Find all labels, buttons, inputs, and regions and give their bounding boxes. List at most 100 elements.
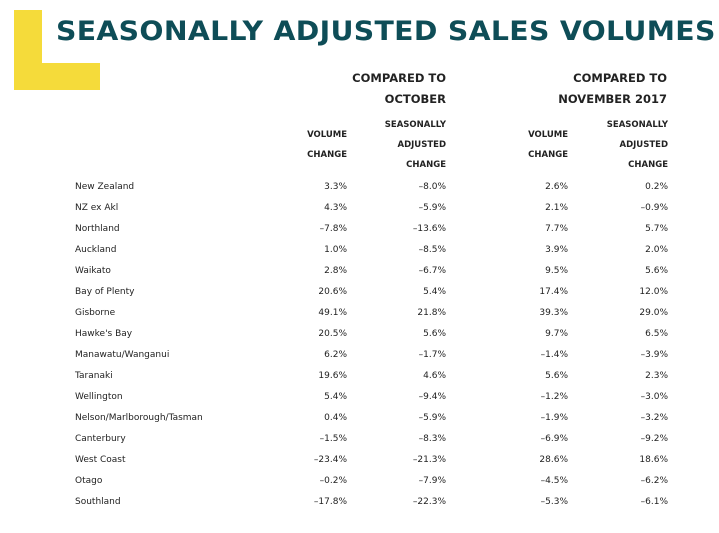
oct-seasonal-change: 5.4% bbox=[423, 287, 446, 297]
region-name: Canterbury bbox=[75, 434, 126, 444]
oct-seasonal-change: 21.8% bbox=[417, 308, 446, 318]
nov-volume-change: 17.4% bbox=[539, 287, 568, 297]
oct-seasonal-change: 5.6% bbox=[423, 329, 446, 339]
nov-volume-change: 39.3% bbox=[539, 308, 568, 318]
nov-volume-change: –5.3% bbox=[540, 497, 568, 507]
oct-seasonal-change: –8.0% bbox=[418, 182, 446, 192]
table-row: Wellington 5.4% –9.4% –1.2% –3.0% bbox=[0, 387, 719, 408]
table-row: Manawatu/Wanganui 6.2% –1.7% –1.4% –3.9% bbox=[0, 345, 719, 366]
table-row: Taranaki 19.6% 4.6% 5.6% 2.3% bbox=[0, 366, 719, 387]
column-header-line: SEASONALLY bbox=[606, 120, 668, 130]
oct-seasonal-change: –21.3% bbox=[412, 455, 446, 465]
column-header-line: CHANGE bbox=[628, 160, 668, 170]
oct-volume-change: 20.5% bbox=[318, 329, 347, 339]
accent-bar-horizontal bbox=[14, 63, 100, 90]
region-name: Otago bbox=[75, 476, 103, 486]
oct-volume-change: 6.2% bbox=[324, 350, 347, 360]
region-name: Gisborne bbox=[75, 308, 116, 318]
oct-volume-change: 4.3% bbox=[324, 203, 347, 213]
group-header-november-2017: COMPARED TO NOVEMBER 2017 bbox=[558, 68, 667, 110]
region-name: Nelson/Marlborough/Tasman bbox=[75, 413, 203, 423]
table-row: Northland –7.8% –13.6% 7.7% 5.7% bbox=[0, 219, 719, 240]
oct-volume-change: –0.2% bbox=[319, 476, 347, 486]
oct-seasonal-change: –5.9% bbox=[418, 413, 446, 423]
oct-volume-change: –17.8% bbox=[313, 497, 347, 507]
nov-seasonal-change: 29.0% bbox=[639, 308, 668, 318]
nov-seasonal-change: 5.6% bbox=[645, 266, 668, 276]
nov-volume-change: –1.2% bbox=[540, 392, 568, 402]
table-row: New Zealand 3.3% –8.0% 2.6% 0.2% bbox=[0, 177, 719, 198]
table-row: Gisborne 49.1% 21.8% 39.3% 29.0% bbox=[0, 303, 719, 324]
column-header-nov-seasonal: SEASONALLY ADJUSTED CHANGE bbox=[607, 115, 668, 175]
region-name: West Coast bbox=[75, 455, 126, 465]
group-header-october: COMPARED TO OCTOBER bbox=[352, 68, 446, 110]
nov-volume-change: 2.1% bbox=[545, 203, 568, 213]
oct-volume-change: 2.8% bbox=[324, 266, 347, 276]
nov-seasonal-change: –0.9% bbox=[640, 203, 668, 213]
group-header-line: COMPARED TO bbox=[352, 71, 446, 85]
page-title: SEASONALLY ADJUSTED SALES VOLUMES bbox=[56, 16, 716, 47]
nov-volume-change: 9.7% bbox=[545, 329, 568, 339]
table-row: Waikato 2.8% –6.7% 9.5% 5.6% bbox=[0, 261, 719, 282]
nov-volume-change: 5.6% bbox=[545, 371, 568, 381]
oct-volume-change: 20.6% bbox=[318, 287, 347, 297]
region-name: Auckland bbox=[75, 245, 117, 255]
region-name: NZ ex Akl bbox=[75, 203, 119, 213]
oct-seasonal-change: –9.4% bbox=[418, 392, 446, 402]
nov-seasonal-change: 5.7% bbox=[645, 224, 668, 234]
nov-seasonal-change: –3.2% bbox=[640, 413, 668, 423]
table-row: NZ ex Akl 4.3% –5.9% 2.1% –0.9% bbox=[0, 198, 719, 219]
nov-seasonal-change: 2.0% bbox=[645, 245, 668, 255]
table-row: Auckland 1.0% –8.5% 3.9% 2.0% bbox=[0, 240, 719, 261]
oct-volume-change: 19.6% bbox=[318, 371, 347, 381]
nov-seasonal-change: 0.2% bbox=[645, 182, 668, 192]
nov-volume-change: 28.6% bbox=[539, 455, 568, 465]
nov-seasonal-change: 12.0% bbox=[639, 287, 668, 297]
column-header-line: ADJUSTED bbox=[397, 140, 446, 150]
oct-seasonal-change: –1.7% bbox=[418, 350, 446, 360]
table-row: Nelson/Marlborough/Tasman 0.4% –5.9% –1.9% –… bbox=[0, 408, 719, 429]
nov-seasonal-change: –3.9% bbox=[640, 350, 668, 360]
nov-seasonal-change: 6.5% bbox=[645, 329, 668, 339]
column-header-line: SEASONALLY bbox=[384, 120, 446, 130]
group-header-line: COMPARED TO bbox=[573, 71, 667, 85]
oct-seasonal-change: 4.6% bbox=[423, 371, 446, 381]
nov-seasonal-change: –6.2% bbox=[640, 476, 668, 486]
oct-seasonal-change: –22.3% bbox=[412, 497, 446, 507]
oct-volume-change: –7.8% bbox=[319, 224, 347, 234]
column-header-line: ADJUSTED bbox=[619, 140, 668, 150]
region-name: Bay of Plenty bbox=[75, 287, 135, 297]
oct-volume-change: –23.4% bbox=[313, 455, 347, 465]
oct-seasonal-change: –7.9% bbox=[418, 476, 446, 486]
nov-volume-change: 9.5% bbox=[545, 266, 568, 276]
nov-volume-change: –4.5% bbox=[540, 476, 568, 486]
nov-seasonal-change: –9.2% bbox=[640, 434, 668, 444]
group-header-line: OCTOBER bbox=[384, 92, 446, 106]
table-row: Southland –17.8% –22.3% –5.3% –6.1% bbox=[0, 492, 719, 513]
nov-volume-change: –1.4% bbox=[540, 350, 568, 360]
region-name: Southland bbox=[75, 497, 121, 507]
oct-volume-change: 49.1% bbox=[318, 308, 347, 318]
table-row: Otago –0.2% –7.9% –4.5% –6.2% bbox=[0, 471, 719, 492]
column-header-line: VOLUME bbox=[528, 130, 568, 140]
sales-table-body: New Zealand 3.3% –8.0% 2.6% 0.2% NZ ex Akl 4.3… bbox=[0, 177, 719, 513]
nov-volume-change: 7.7% bbox=[545, 224, 568, 234]
region-name: New Zealand bbox=[75, 182, 135, 192]
nov-volume-change: –6.9% bbox=[540, 434, 568, 444]
oct-volume-change: –1.5% bbox=[319, 434, 347, 444]
nov-seasonal-change: 2.3% bbox=[645, 371, 668, 381]
column-header-nov-volume: VOLUME CHANGE bbox=[528, 125, 568, 165]
nov-seasonal-change: 18.6% bbox=[639, 455, 668, 465]
table-row: Bay of Plenty 20.6% 5.4% 17.4% 12.0% bbox=[0, 282, 719, 303]
oct-seasonal-change: –5.9% bbox=[418, 203, 446, 213]
column-header-oct-volume: VOLUME CHANGE bbox=[307, 125, 347, 165]
oct-seasonal-change: –8.3% bbox=[418, 434, 446, 444]
oct-volume-change: 0.4% bbox=[324, 413, 347, 423]
oct-volume-change: 3.3% bbox=[324, 182, 347, 192]
region-name: Taranaki bbox=[75, 371, 113, 381]
oct-seasonal-change: –6.7% bbox=[418, 266, 446, 276]
region-name: Waikato bbox=[75, 266, 111, 276]
column-header-oct-seasonal: SEASONALLY ADJUSTED CHANGE bbox=[385, 115, 446, 175]
nov-seasonal-change: –6.1% bbox=[640, 497, 668, 507]
table-row: Canterbury –1.5% –8.3% –6.9% –9.2% bbox=[0, 429, 719, 450]
